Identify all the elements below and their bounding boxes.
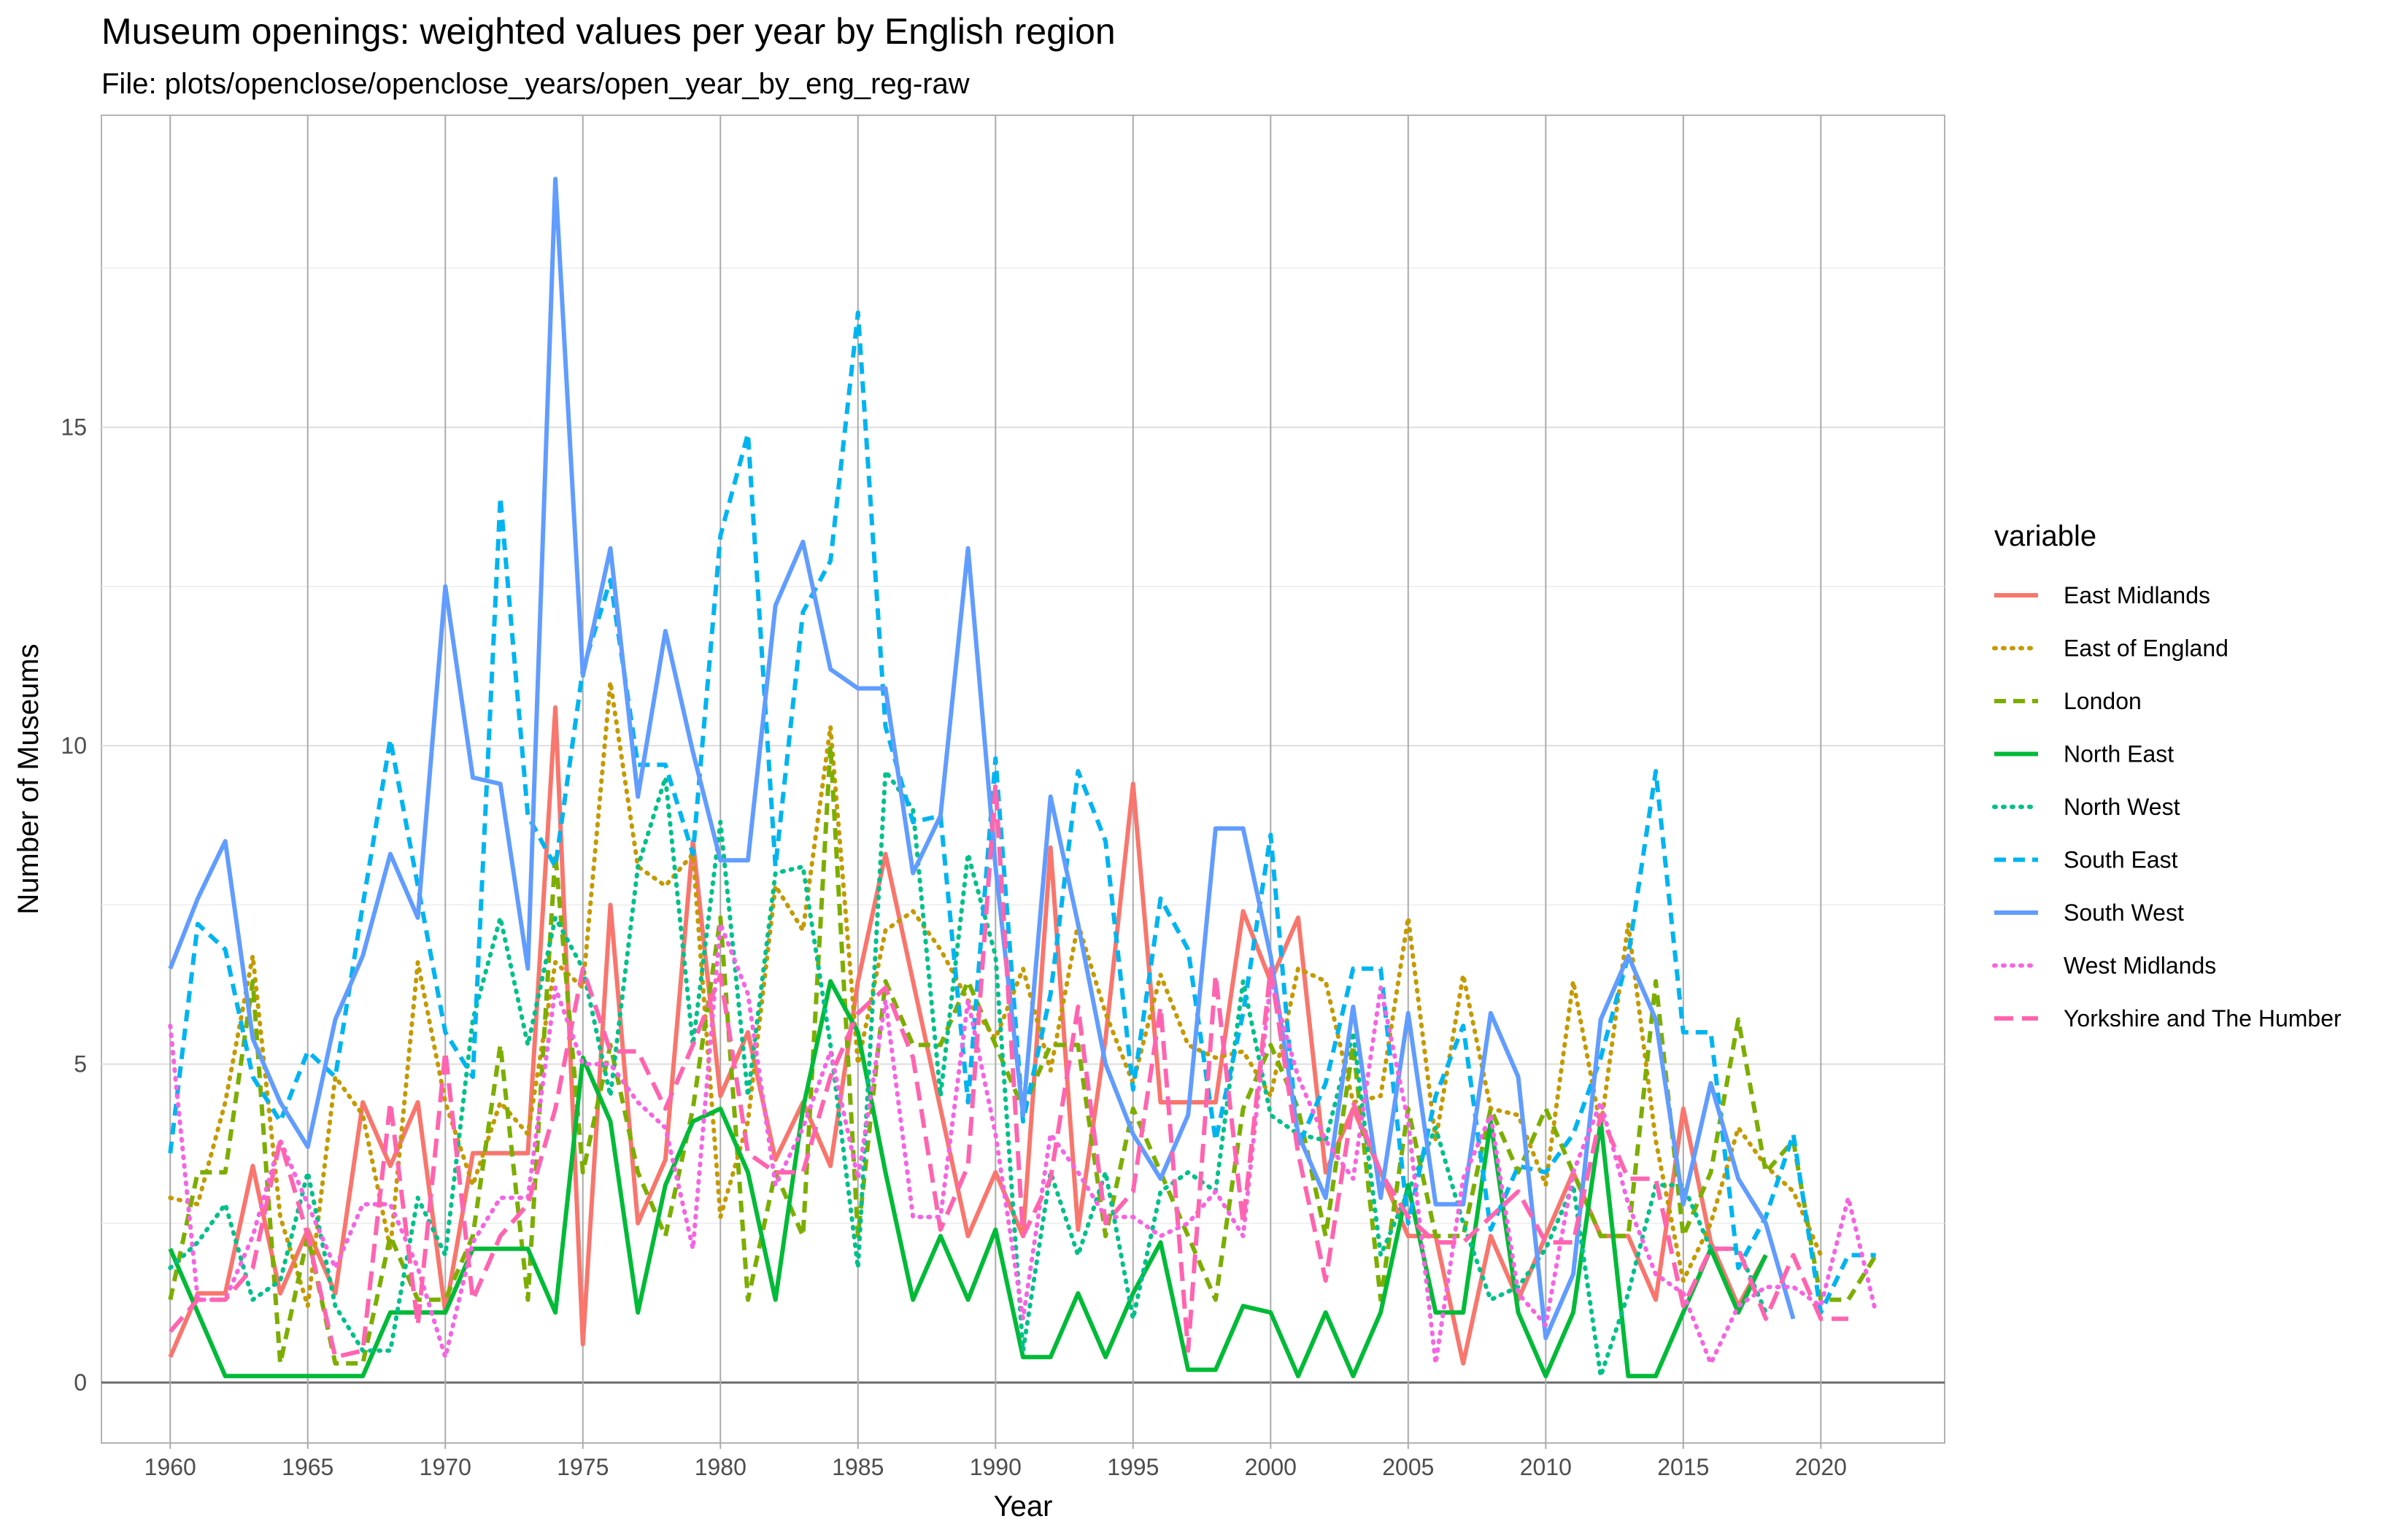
x-tick-label: 1975 — [557, 1454, 609, 1480]
x-tick-label: 1960 — [144, 1454, 196, 1480]
legend-label: Yorkshire and The Humber — [2064, 1005, 2342, 1032]
series-layer — [168, 177, 1878, 1379]
y-tick-label: 10 — [61, 732, 87, 759]
legend-title: variable — [1994, 520, 2096, 552]
series-line-north-west — [168, 769, 1768, 1379]
x-tick-label: 1985 — [832, 1454, 884, 1480]
legend-label: North West — [2064, 794, 2180, 820]
x-axis-title: Year — [994, 1490, 1053, 1523]
y-tick-label: 0 — [74, 1369, 87, 1396]
legend-label: London — [2064, 688, 2142, 714]
y-axis-title: Number of Museums — [12, 643, 45, 914]
chart-subtitle: File: plots/openclose/openclose_years/op… — [101, 68, 970, 100]
legend-label: East of England — [2064, 635, 2228, 662]
series-line-east-of-england — [168, 679, 1824, 1309]
legend-label: South East — [2064, 847, 2178, 873]
y-tick-label: 5 — [74, 1051, 87, 1078]
chart-title: Museum openings: weighted values per yea… — [101, 11, 1116, 52]
tick-layer: 1960 1965 1970 1975 1980 1985 1990 1995 2000 2005… — [61, 414, 1847, 1480]
series-line-south-east — [168, 310, 1876, 1315]
legend-label: South West — [2064, 900, 2184, 926]
legend: variable East Midlands East of England Lon… — [1992, 520, 2342, 1032]
series-line-south-west — [168, 177, 1796, 1340]
x-tick-label: 1995 — [1107, 1454, 1159, 1480]
x-tick-label: 2005 — [1382, 1454, 1434, 1480]
legend-label: East Midlands — [2064, 582, 2210, 608]
x-tick-label: 2015 — [1657, 1454, 1709, 1480]
grid-major — [101, 115, 1945, 1443]
x-tick-label: 2010 — [1520, 1454, 1572, 1480]
x-tick-label: 1965 — [282, 1454, 333, 1480]
series-line-yorkshire-and-the-humber — [169, 781, 1848, 1360]
legend-label: West Midlands — [2064, 953, 2216, 979]
x-tick-label: 1970 — [420, 1454, 471, 1480]
x-tick-label: 1990 — [970, 1454, 1022, 1480]
series-line-west-midlands — [168, 921, 1878, 1366]
y-tick-label: 15 — [61, 414, 87, 441]
x-tick-label: 2000 — [1245, 1454, 1297, 1480]
x-tick-label: 1980 — [695, 1454, 746, 1480]
x-tick-label: 2020 — [1795, 1454, 1847, 1480]
series-line-east-midlands — [168, 705, 1768, 1366]
legend-label: North East — [2064, 741, 2174, 767]
